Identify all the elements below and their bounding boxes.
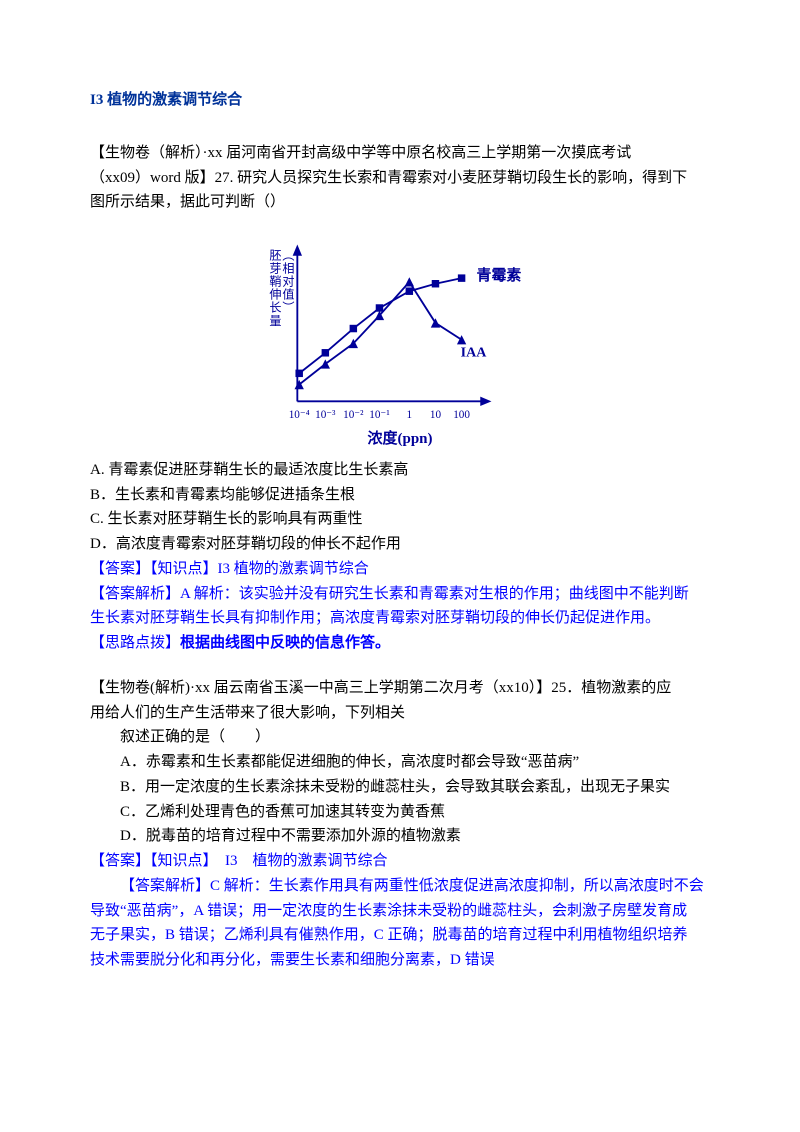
page-root: I3 植物的激素调节综合 【生物卷（解析）·xx 届河南省开封高级中学等中原名校… [0,0,800,1132]
q1-option-d: D．高浓度青霉索对胚芽鞘切段的伸长不起作用 [90,532,710,557]
q1-intro-line2: （xx09）word 版】27. 研究人员探究生长索和青霉索对小麦胚芽鞘切段生长… [90,166,710,191]
q2-expl-head: 【答案解析】C [120,878,224,894]
qms-marker [350,325,357,332]
q1-tip-rest: 根据曲线图中反映的信息作答。 [180,635,390,651]
y-axis-label-2: ︵相对值︶ [282,248,294,314]
q2-intro-line1: 【生物卷(解析)·xx 届云南省玉溪一中高三上学期第二次月考（xx10）】25．… [90,676,710,701]
q1-ans-tail: I3 植物的激素调节综合 [218,561,369,577]
iaa-marker [405,277,414,286]
q1-option-a: A. 青霉素促进胚芽鞘生长的最适浓度比生长素高 [90,458,710,483]
q1-expl-rest: 解析：该实验并没有研究生长素和青霉素对生根的作用；曲线图中不能判断 [190,586,689,602]
x-tick: 100 [453,409,470,421]
q2-ans-tail: I3 植物的激素调节综合 [210,853,388,869]
q1-intro-line3: 图所示结果，据此可判断（） [90,190,710,215]
q1-option-b: B．生长素和青霉素均能够促进插条生根 [90,483,710,508]
x-axis-arrow [480,397,491,406]
section-title-rest: 植物的激素调节综合 [103,92,242,108]
q2-expl-line2: 导致“恶苗病”，A 错误；用一定浓度的生长素涂抹未受粉的雌蕊柱头，会刺激子房壁发… [90,899,710,924]
x-tick: 10⁻³ [315,409,336,421]
q2-expl-line3: 无子果实，B 错误；乙烯利具有催熟作用，C 正确；脱毒苗的培育过程中利用植物组织… [90,923,710,948]
series-label-qms: 青霉素 [477,266,522,284]
qms-marker [406,287,413,294]
x-axis-label: 浓度(ppn) [260,427,540,452]
qms-marker [376,304,383,311]
q1-option-c: C. 生长素对胚芽鞘生长的影响具有两重性 [90,507,710,532]
x-tick: 10⁻² [343,409,364,421]
q2-ans-line: 【答案】【知识点】 I3 植物的激素调节综合 [90,849,710,874]
q1-expl-line2: 生长素对胚芽鞘生长具有抑制作用；高浓度青霉索对胚芽鞘切段的伸长仍起促进作用。 [90,606,710,631]
series-label-iaa: IAA [461,346,488,361]
qms-marker [458,274,465,281]
q2-stem: 叙述正确的是（ ） [90,725,710,750]
q2-expl-line4: 技术需要脱分化和再分化，需要生长素和细胞分离素，D 错误 [90,948,710,973]
q1-tip-head: 【思路点拨】 [90,635,180,651]
q1-chart: 青霉素 IAA 胚芽鞘伸长量 ︵相对值︶ 10⁻⁴ 10⁻³ 10⁻² 10⁻¹… [260,233,540,452]
q1-expl-head: 【答案解析】A [90,586,190,602]
iaa-marker [457,335,466,344]
x-tick: 10⁻⁴ [289,409,310,421]
q2-intro-line2: 用给人们的生产生活带来了很大影响，下列相关 [90,701,710,726]
y-axis-label: 胚芽鞘伸长量 [269,248,281,327]
q2-option-a: A．赤霉素和生长素都能促进细胞的伸长，高浓度时都会导致“恶苗病” [90,750,710,775]
q2-option-d: D．脱毒苗的培育过程中不需要添加外源的植物激素 [90,824,710,849]
section-heading: I3 植物的激素调节综合 [90,88,710,113]
q1-answer: 【答案】【知识点】I3 植物的激素调节综合 【答案解析】A 解析：该实验并没有研… [90,557,710,656]
q1-ans-head: 【答案】【知识点】 [90,561,218,577]
chart-svg: 青霉素 IAA 胚芽鞘伸长量 ︵相对值︶ 10⁻⁴ 10⁻³ 10⁻² 10⁻¹… [260,233,540,425]
q1-options: A. 青霉素促进胚芽鞘生长的最适浓度比生长素高 B．生长素和青霉素均能够促进插条… [90,458,710,557]
qms-marker [322,349,329,356]
q2-option-b: B．用一定浓度的生长素涂抹未受粉的雌蕊柱头，会导致其联会紊乱，出现无子果实 [90,775,710,800]
q2-expl-line1: 【答案解析】C 解析：生长素作用具有两重性低浓度促进高浓度抑制，所以高浓度时不会 [90,874,710,899]
qms-marker [295,370,302,377]
x-tick: 1 [407,409,413,421]
series-iaa-line [299,282,461,385]
x-tick: 10⁻¹ [369,409,389,421]
section-code: I3 [90,92,103,108]
q2-options: A．赤霉素和生长素都能促进细胞的伸长，高浓度时都会导致“恶苗病” B．用一定浓度… [90,750,710,849]
q2-option-c: C．乙烯利处理青色的香蕉可加速其转变为黄香蕉 [90,800,710,825]
q2-expl-rest: 解析：生长素作用具有两重性低浓度促进高浓度抑制，所以高浓度时不会 [224,878,704,894]
x-tick: 10 [430,409,442,421]
q2-ans-head: 【答案】【知识点】 [90,853,210,869]
iaa-marker [431,318,440,327]
q1-intro-line1: 【生物卷（解析）·xx 届河南省开封高级中学等中原名校高三上学期第一次摸底考试 [90,141,710,166]
qms-marker [432,280,439,287]
